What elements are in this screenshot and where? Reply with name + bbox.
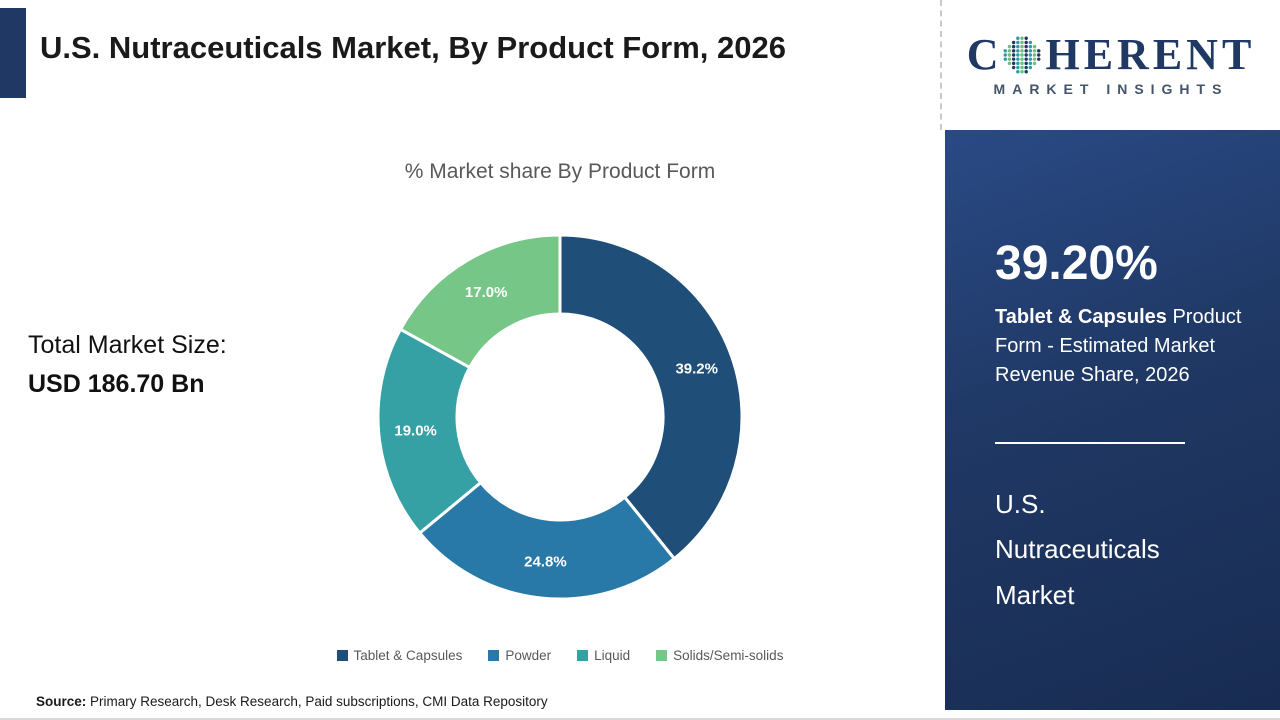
title-accent-bar — [0, 8, 26, 98]
legend-label: Tablet & Capsules — [353, 648, 463, 663]
chart-title: % Market share By Product Form — [404, 160, 716, 183]
market-name-line: U.S. — [995, 488, 1046, 519]
source-line: Source: Primary Research, Desk Research,… — [36, 694, 548, 709]
donut-slice-0 — [558, 233, 744, 561]
total-market-size-label: Total Market Size: — [28, 331, 227, 359]
highlight-stat-segment: Tablet & Capsules — [995, 305, 1167, 328]
highlight-stat-value: 39.20% — [995, 237, 1158, 290]
slice-label-2: 19.0% — [394, 423, 437, 440]
legend-label: Solids/Semi-solids — [673, 648, 784, 663]
logo-letter-c: C — [966, 30, 1003, 79]
donut-slice-1 — [417, 480, 677, 601]
legend-swatch-icon — [577, 650, 589, 661]
legend-item-1: Powder — [488, 648, 551, 663]
donut-slice-3 — [398, 233, 562, 370]
legend-item-0: Tablet & Capsules — [336, 648, 463, 663]
market-name-line: Nutraceuticals — [995, 534, 1160, 565]
market-name: U.S. Nutraceuticals Market — [995, 482, 1240, 619]
dotted-globe-icon — [1004, 36, 1041, 74]
page-title: U.S. Nutraceuticals Market, By Product F… — [40, 30, 786, 65]
total-market-size-value: USD 186.70 Bn — [28, 369, 205, 398]
legend-swatch-icon — [488, 650, 500, 661]
legend-swatch-icon — [336, 650, 348, 661]
legend-label: Powder — [505, 648, 552, 663]
highlight-stat-description: Tablet & Capsules Product Form - Estimat… — [995, 303, 1245, 390]
logo-wordmark: C HERENT — [967, 33, 1256, 77]
logo-area: C HERENT MARKET INSIGHTS — [940, 0, 1280, 130]
legend-item-2: Liquid — [577, 648, 630, 663]
source-text: Primary Research, Desk Research, Paid su… — [86, 694, 548, 709]
logo-subtitle: MARKET INSIGHTS — [993, 81, 1229, 97]
source-label: Source: — [36, 694, 87, 709]
legend-swatch-icon — [656, 650, 668, 661]
donut-slice-2 — [376, 327, 483, 536]
donut-chart: 39.2% 24.8% 19.0% 17.0% — [375, 232, 745, 602]
slice-label-3: 17.0% — [465, 284, 508, 301]
panel-divider — [995, 441, 1185, 444]
coherent-logo: C HERENT MARKET INSIGHTS — [967, 33, 1256, 98]
market-name-line: Market — [995, 579, 1075, 610]
donut-chart-svg: 39.2% 24.8% 19.0% 17.0% — [376, 233, 744, 601]
total-market-size-block: Total Market Size: USD 186.70 Bn — [28, 326, 227, 404]
legend-item-3: Solids/Semi-solids — [656, 648, 783, 663]
chart-legend: Tablet & Capsules Powder Liquid Solids/Semi… — [140, 648, 980, 663]
slice-label-1: 24.8% — [524, 553, 567, 570]
highlight-stat-rest: Product Form - Estimated Market Revenue … — [995, 305, 1242, 386]
logo-letters-rest: HERENT — [1045, 30, 1256, 79]
slice-label-0: 39.2% — [675, 361, 718, 378]
legend-label: Liquid — [594, 648, 631, 663]
highlight-panel: 39.20% Tablet & Capsules Product Form - … — [945, 130, 1280, 710]
